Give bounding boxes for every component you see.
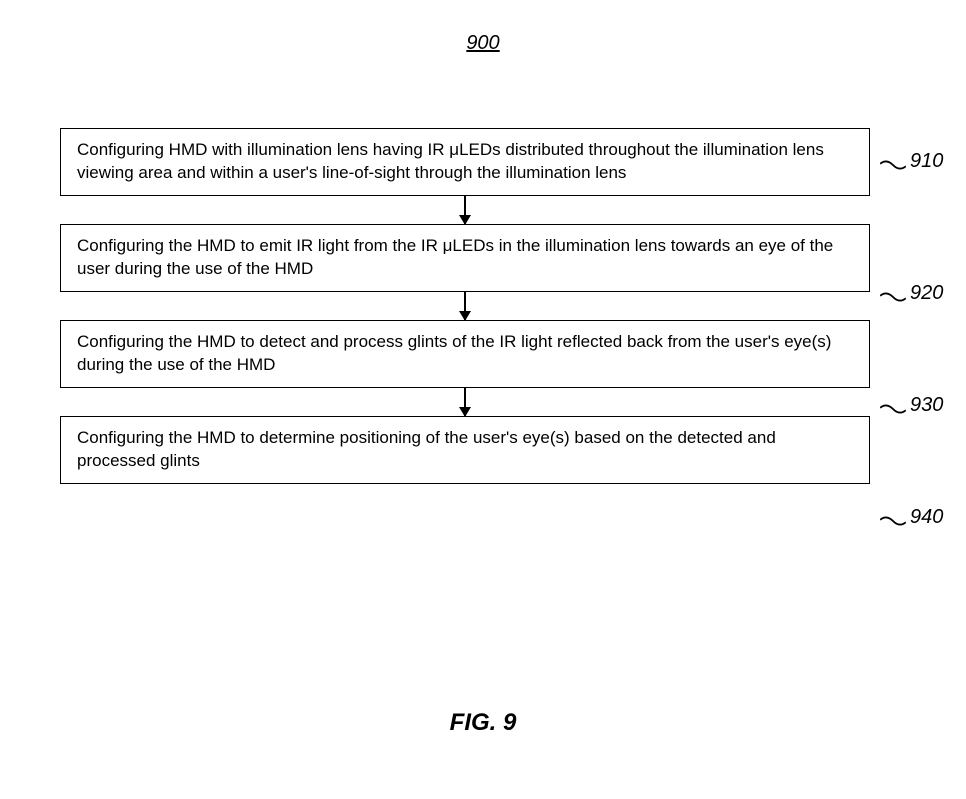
tilde-connector-icon — [879, 396, 907, 422]
reference-label-910: 910 — [910, 150, 943, 173]
step-text: Configuring the HMD to emit IR light fro… — [77, 236, 833, 278]
flowchart: Configuring HMD with illumination lens h… — [60, 128, 870, 484]
arrow-icon — [464, 196, 466, 224]
step-text: Configuring the HMD to detect and proces… — [77, 332, 831, 374]
reference-label-940: 940 — [910, 506, 943, 529]
arrow-icon — [464, 388, 466, 416]
step-box-940: Configuring the HMD to determine positio… — [60, 416, 870, 484]
step-text: Configuring the HMD to determine positio… — [77, 428, 776, 470]
figure-caption: FIG. 9 — [450, 709, 517, 737]
step-text: Configuring HMD with illumination lens h… — [77, 140, 824, 182]
step-box-920: Configuring the HMD to emit IR light fro… — [60, 224, 870, 292]
reference-label-930: 930 — [910, 394, 943, 417]
figure-number: 900 — [466, 32, 499, 55]
step-box-910: Configuring HMD with illumination lens h… — [60, 128, 870, 196]
tilde-connector-icon — [879, 508, 907, 534]
figure-container: 900 Configuring HMD with illumination le… — [0, 0, 966, 799]
reference-label-920: 920 — [910, 282, 943, 305]
tilde-connector-icon — [879, 152, 907, 178]
tilde-connector-icon — [879, 284, 907, 310]
arrow-icon — [464, 292, 466, 320]
step-box-930: Configuring the HMD to detect and proces… — [60, 320, 870, 388]
